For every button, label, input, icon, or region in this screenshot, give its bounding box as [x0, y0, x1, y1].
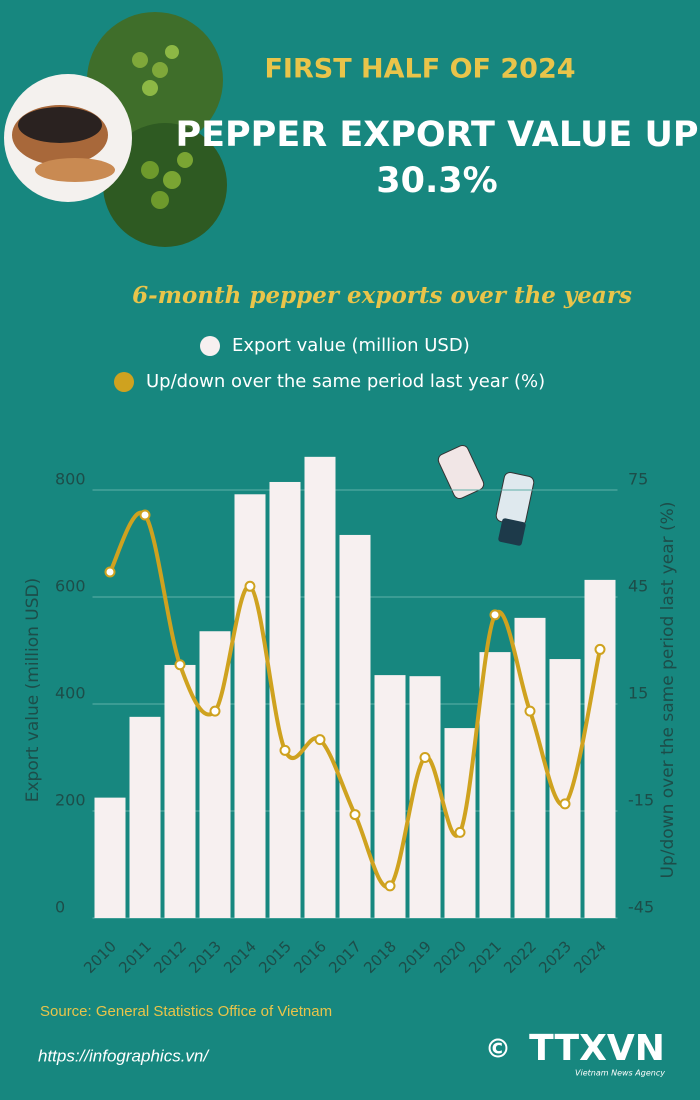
- y-tick-label: 0: [55, 898, 65, 917]
- legend-swatch: [114, 372, 134, 392]
- chart-title: 6-month pepper exports over the years: [132, 282, 632, 309]
- line-point: [489, 609, 501, 621]
- bar: [479, 652, 511, 918]
- bar: [409, 676, 441, 918]
- line-point: [454, 826, 466, 838]
- source: Source: General Statistics Office of Vie…: [40, 1003, 332, 1020]
- url: https://infographics.vn/: [38, 1046, 210, 1065]
- line-point: [139, 509, 151, 521]
- copyright: ©: [485, 1035, 511, 1065]
- y2-tick-label: -45: [628, 898, 654, 917]
- bar: [339, 534, 371, 918]
- bar: [549, 659, 581, 918]
- y-tick-label: 400: [55, 684, 86, 703]
- bar: [94, 797, 126, 918]
- line-point: [524, 705, 536, 717]
- bar: [234, 494, 266, 918]
- logo: TTXVN: [529, 1028, 665, 1069]
- bar: [129, 716, 161, 918]
- bar: [164, 664, 196, 918]
- line-point: [594, 643, 606, 655]
- headline-value: 30.3%: [376, 161, 497, 201]
- agency: Vietnam News Agency: [575, 1069, 665, 1078]
- y2-tick-label: 15: [628, 684, 648, 703]
- line-point: [559, 798, 571, 810]
- y2-tick-label: 75: [628, 470, 648, 489]
- line-point: [174, 659, 186, 671]
- line-point: [349, 809, 361, 821]
- line-point: [244, 580, 256, 592]
- y2-axis-title: Up/down over the same period last year (…: [658, 502, 678, 879]
- bar: [304, 456, 336, 918]
- legend-label: Up/down over the same period last year (…: [146, 371, 545, 392]
- y-tick-label: 600: [55, 577, 86, 596]
- legend-label: Export value (million USD): [232, 335, 470, 356]
- line-point: [314, 734, 326, 746]
- legend-swatch: [200, 336, 220, 356]
- y-tick-label: 800: [55, 470, 86, 489]
- headline: PEPPER EXPORT VALUE UP: [175, 115, 698, 155]
- line-point: [104, 566, 116, 578]
- line-point: [384, 880, 396, 892]
- line-point: [209, 705, 221, 717]
- bar: [584, 579, 616, 918]
- line-point: [279, 744, 291, 756]
- line: [108, 510, 602, 889]
- kicker: FIRST HALF OF 2024: [264, 54, 575, 85]
- y2-tick-label: -15: [628, 791, 654, 810]
- pepper-images: [4, 12, 227, 247]
- line-point: [419, 752, 431, 763]
- y-axis-title: Export value (million USD): [23, 578, 43, 803]
- shaker-icons: [437, 444, 535, 546]
- y2-tick-label: 45: [628, 577, 648, 596]
- y-tick-label: 200: [55, 791, 86, 810]
